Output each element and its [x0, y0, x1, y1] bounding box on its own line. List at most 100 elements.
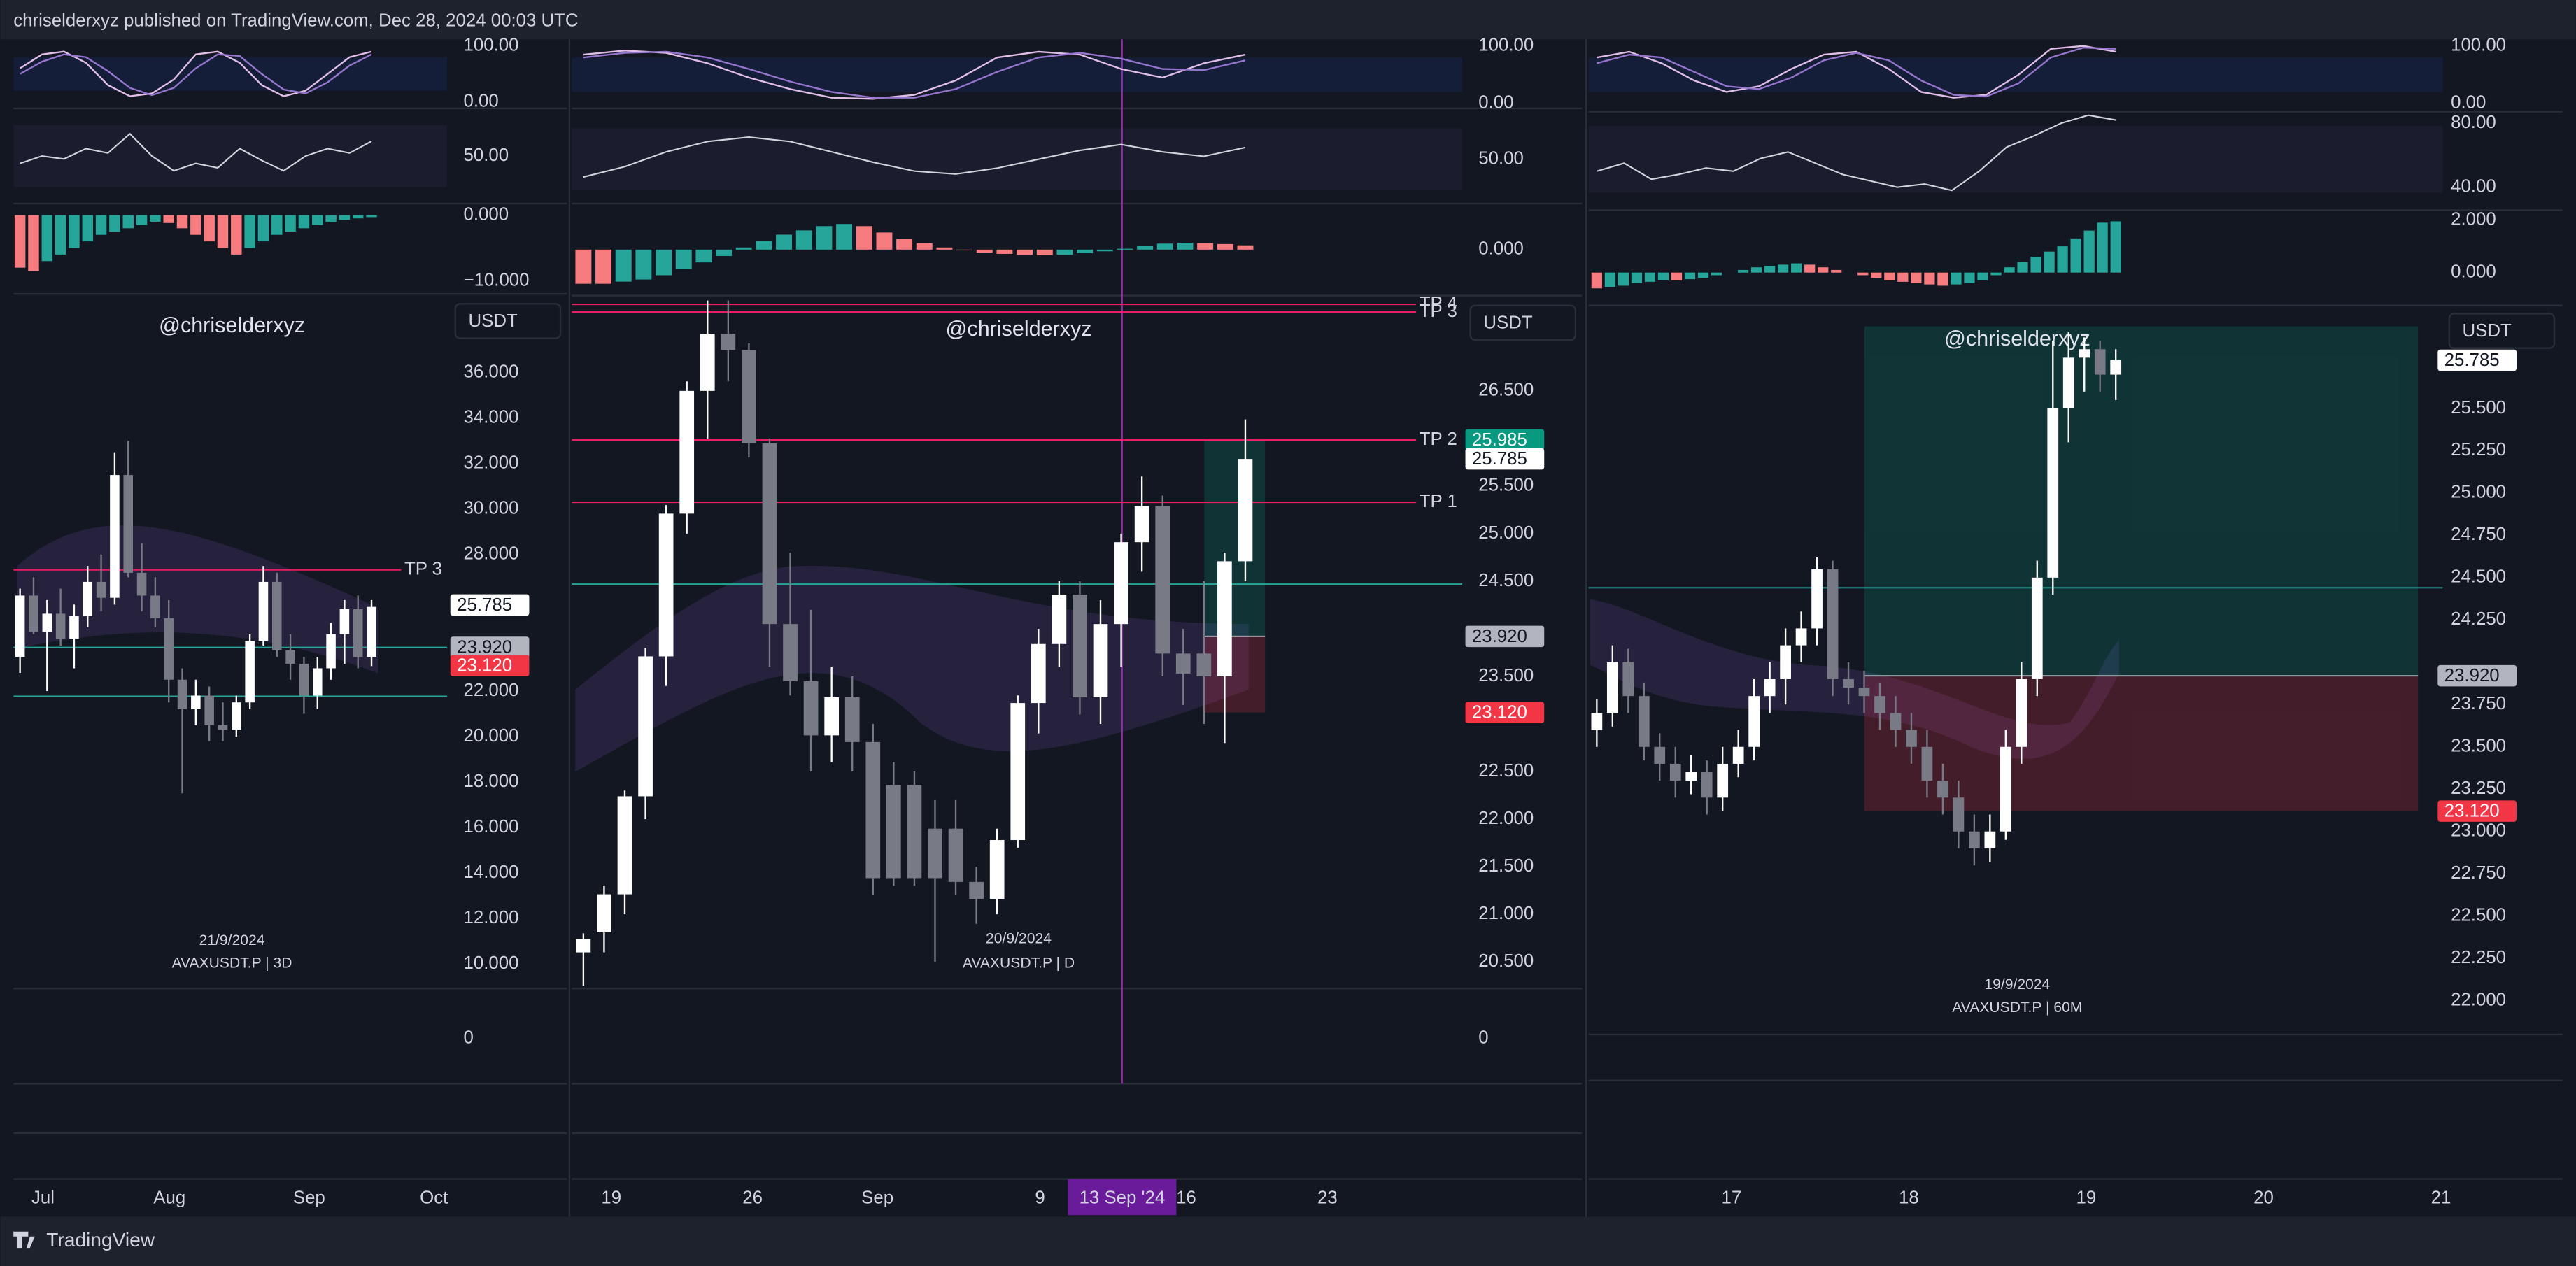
stoch-tick-label: 100.00: [1478, 36, 1534, 55]
macd-bar: [615, 249, 632, 282]
stoch-tick-label: 100.00: [464, 36, 519, 55]
macd-bar: [366, 215, 377, 218]
macd-bar: [2057, 246, 2068, 273]
macd-bar: [1778, 264, 1789, 273]
currency-box: [1469, 304, 1577, 341]
stoch-band: [13, 57, 448, 91]
target-label: TP 4: [1420, 294, 1457, 313]
rsi-tick-label: 50.00: [1478, 149, 1524, 169]
candle-body: [1155, 506, 1170, 654]
position-profit: [1204, 439, 1266, 636]
candle-body: [110, 475, 120, 598]
macd-bar: [257, 215, 269, 242]
macd-bar: [976, 249, 993, 253]
macd-bar: [28, 215, 39, 271]
macd-bar: [595, 249, 612, 284]
time-label: Sep: [861, 1188, 893, 1208]
candle-body: [258, 581, 269, 641]
macd-bar: [2030, 257, 2041, 273]
candle-body: [164, 618, 174, 680]
candle-body: [1795, 628, 1807, 646]
macd-bar: [756, 241, 772, 250]
currency-label: USDT: [469, 311, 518, 331]
candle-body: [1906, 730, 1917, 747]
macd-bar: [1911, 272, 1922, 283]
candle-body: [1114, 542, 1128, 625]
macd-bar: [1604, 272, 1615, 287]
candle-body: [285, 650, 295, 664]
candle-body: [1217, 561, 1232, 677]
target-label: TP 1: [1420, 492, 1457, 511]
macd-bar: [1644, 272, 1656, 282]
candle-body: [1031, 643, 1046, 704]
candle-body: [2110, 360, 2122, 375]
candle-body: [597, 894, 611, 932]
macd-bar: [176, 215, 188, 229]
candle-body: [1874, 696, 1885, 713]
candle-body: [576, 939, 591, 953]
rsi-tick-label: 40.00: [2451, 176, 2496, 196]
candle-body: [2031, 577, 2043, 679]
macd-bar: [55, 215, 66, 255]
price-tick-label: 18.000: [464, 771, 519, 791]
price-tick-label: 24.500: [1478, 571, 1534, 590]
rsi-line: [1597, 114, 2116, 192]
price-tick-label: 32.000: [464, 453, 519, 473]
macd-bar: [1977, 272, 1988, 280]
price-badge-label: 25.785: [457, 595, 512, 615]
macd-bar: [1764, 266, 1776, 273]
bar-date: 21/9/2024: [199, 932, 265, 948]
watermark: @chriselderxyz: [946, 317, 1092, 341]
candle-body: [2094, 349, 2106, 375]
macd-bar: [1017, 249, 1033, 255]
macd-bar: [231, 215, 242, 255]
macd-bar: [1631, 272, 1643, 283]
price-tick-label: 10.000: [464, 953, 519, 973]
macd-bar: [1697, 272, 1709, 278]
price-badge-label: 25.785: [2444, 350, 2500, 370]
target-label: TP 3: [1420, 301, 1457, 321]
price-badge-label: 23.120: [1472, 703, 1527, 723]
macd-bar: [1884, 272, 1895, 280]
macd-bar: [2070, 238, 2081, 273]
price-tick-label: 22.000: [464, 681, 519, 700]
time-label: Aug: [153, 1188, 185, 1208]
time-label: Oct: [420, 1188, 448, 1208]
price-badge: [2437, 664, 2517, 687]
pane-tick-label: 0: [1478, 1028, 1488, 1048]
macd-bar: [1684, 272, 1696, 280]
symbol-label: AVAXUSDT.P | 60M: [1952, 1000, 2082, 1016]
candle-body: [42, 613, 52, 632]
macd-bar: [776, 234, 793, 250]
time-label: Jul: [31, 1188, 55, 1208]
price-tick-label: 12.000: [464, 908, 519, 927]
price-tick-label: 20.000: [464, 726, 519, 746]
stoch-tick-label: 0.00: [1478, 93, 1513, 113]
position-loss: [1864, 676, 2419, 811]
macd-bar: [1096, 249, 1113, 252]
candle-body: [865, 741, 881, 879]
macd-bar: [1077, 249, 1094, 253]
macd-bar: [1951, 272, 1962, 285]
macd-tick-label: 0.000: [2451, 262, 2496, 282]
macd-tick-label: 0.000: [464, 204, 509, 224]
stoch-tick-label: 0.00: [2451, 93, 2486, 113]
candle-body: [123, 475, 133, 573]
candle-body: [1685, 772, 1697, 781]
macd-bar: [936, 247, 953, 250]
candle-body: [339, 609, 350, 634]
currency-label: USDT: [1483, 313, 1532, 332]
macd-bar: [1857, 272, 1869, 276]
macd-bar: [1156, 243, 1173, 250]
macd-bar: [2083, 230, 2095, 273]
candle-body: [326, 634, 336, 669]
macd-bar: [916, 243, 933, 250]
watermark: @chriselderxyz: [159, 313, 305, 337]
macd-bar: [1937, 272, 1948, 286]
candle-body: [824, 697, 840, 736]
header-bar: [0, 0, 2576, 40]
macd-bar: [876, 232, 893, 250]
candle-body: [1093, 624, 1108, 697]
